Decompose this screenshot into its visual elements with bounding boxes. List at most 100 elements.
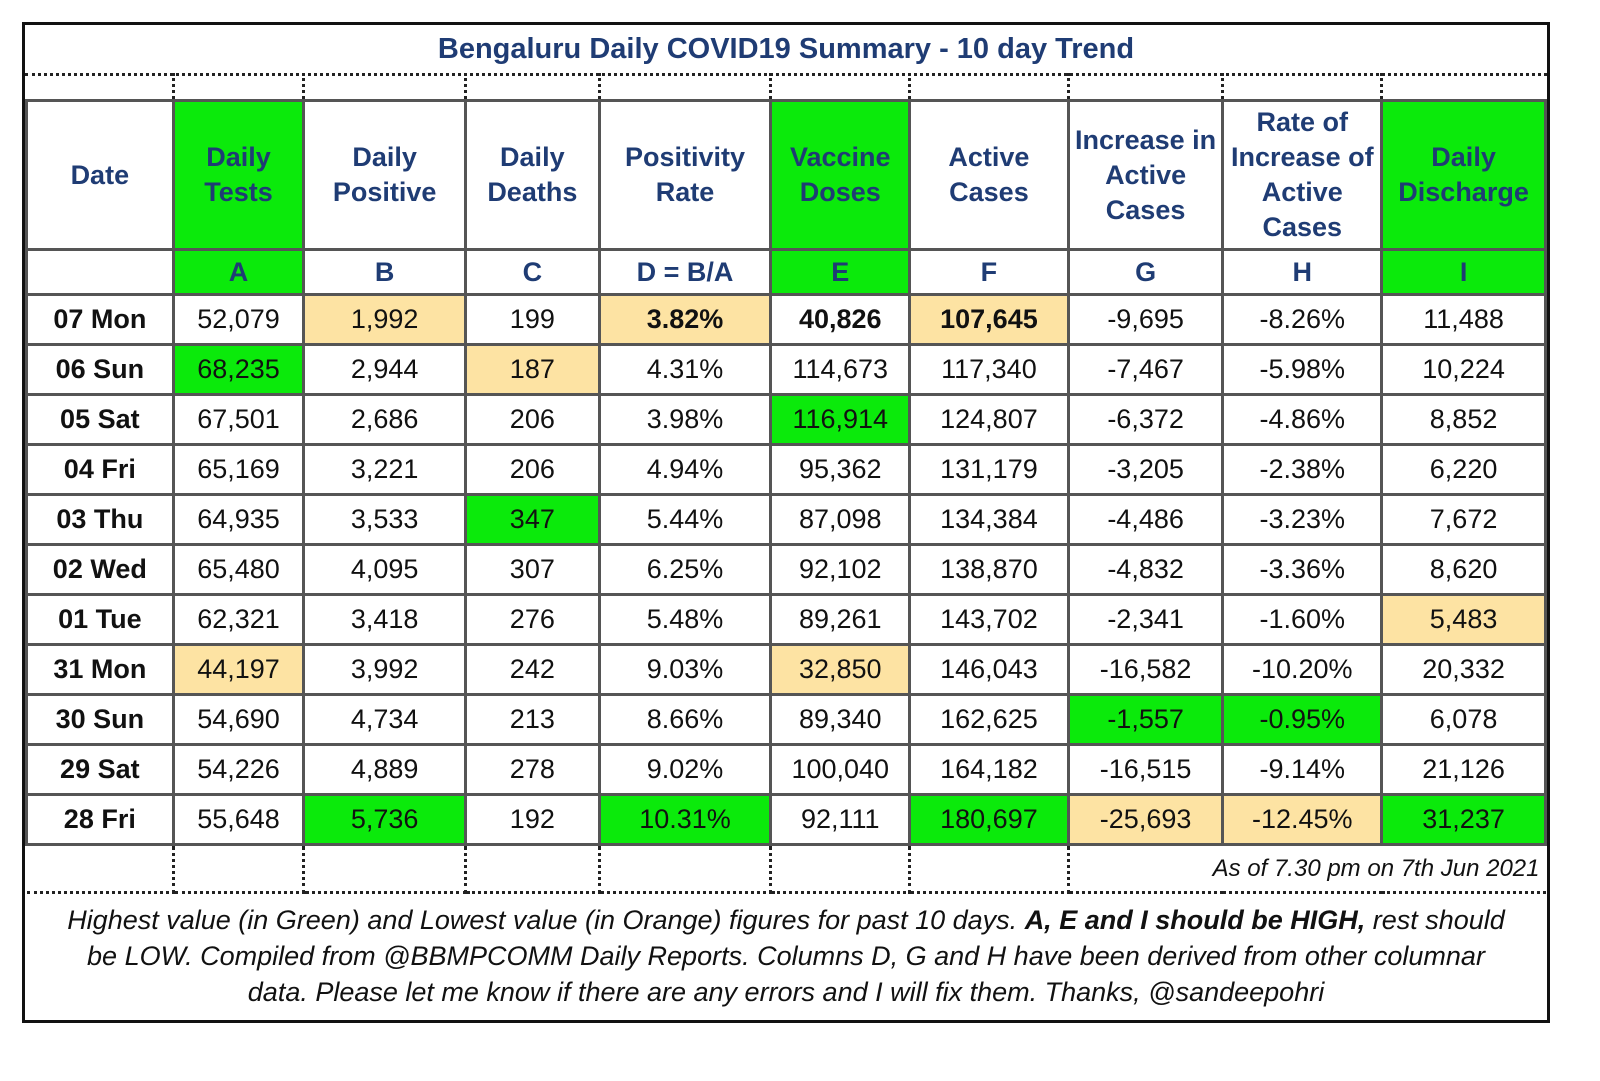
- value-cell: 242: [463, 643, 601, 696]
- value-cell: 54,690: [171, 693, 306, 746]
- value-cell: 10,224: [1380, 343, 1547, 396]
- column-header: Date: [25, 99, 175, 251]
- column-letter: C: [463, 248, 601, 296]
- value-cell: 52,079: [171, 293, 306, 346]
- value-cell: -9.14%: [1221, 743, 1384, 796]
- value-cell: -10.20%: [1221, 643, 1384, 696]
- value-cell: 180,697: [908, 793, 1070, 846]
- value-cell: -2.38%: [1221, 443, 1384, 496]
- value-cell: 192: [463, 793, 601, 846]
- value-cell: 40,826: [769, 293, 912, 346]
- value-cell: 4,095: [302, 543, 467, 596]
- value-cell: 146,043: [908, 643, 1070, 696]
- value-cell: -3.36%: [1221, 543, 1384, 596]
- value-cell: 3.82%: [597, 293, 773, 346]
- value-cell: 5.48%: [597, 593, 773, 646]
- value-cell: 3,533: [302, 493, 467, 546]
- column-letter: A: [171, 248, 306, 296]
- date-cell: 03 Thu: [25, 493, 175, 546]
- value-cell: 6,078: [1380, 693, 1547, 746]
- value-cell: 6.25%: [597, 543, 773, 596]
- column-letter: E: [769, 248, 912, 296]
- table-row: 03 Thu 64,935 3,533 347 5.44% 87,098 134,384 -4…: [25, 493, 1547, 546]
- value-cell: 9.03%: [597, 643, 773, 696]
- value-cell: 206: [463, 393, 601, 446]
- column-letter: G: [1066, 248, 1225, 296]
- value-cell: -8.26%: [1221, 293, 1384, 346]
- value-cell: 2,686: [302, 393, 467, 446]
- table-row: 31 Mon 44,197 3,992 242 9.03% 32,850 146,043 -1…: [25, 643, 1547, 696]
- value-cell: 347: [463, 493, 601, 546]
- value-cell: 11,488: [1380, 293, 1547, 346]
- value-cell: 114,673: [769, 343, 912, 396]
- value-cell: 3,418: [302, 593, 467, 646]
- header-row: Date Daily Tests Daily Positive Daily Death…: [25, 99, 1547, 251]
- value-cell: 65,169: [171, 443, 306, 496]
- spacer-cell: [769, 843, 912, 894]
- column-header: Rate of Increase of Active Cases: [1221, 99, 1384, 251]
- table-row: 07 Mon 52,079 1,992 199 3.82% 40,826 107,645 -9…: [25, 293, 1547, 346]
- spacer-cell: [171, 843, 306, 894]
- spacer-cell: [302, 843, 467, 894]
- value-cell: -0.95%: [1221, 693, 1384, 746]
- value-cell: 89,261: [769, 593, 912, 646]
- value-cell: 95,362: [769, 443, 912, 496]
- value-cell: 143,702: [908, 593, 1070, 646]
- value-cell: 5.44%: [597, 493, 773, 546]
- footnote-emphasis: A, E and I should be HIGH,: [1024, 905, 1366, 935]
- date-cell: 04 Fri: [25, 443, 175, 496]
- date-cell: 06 Sun: [25, 343, 175, 396]
- value-cell: -1,557: [1066, 693, 1225, 746]
- column-header: Active Cases: [908, 99, 1070, 251]
- value-cell: 9.02%: [597, 743, 773, 796]
- spacer-cell: [908, 843, 1070, 894]
- value-cell: -3.23%: [1221, 493, 1384, 546]
- value-cell: -1.60%: [1221, 593, 1384, 646]
- column-header: Increase in Active Cases: [1066, 99, 1225, 251]
- column-header: Daily Positive: [302, 99, 467, 251]
- date-cell: 02 Wed: [25, 543, 175, 596]
- covid-summary-table: Date Daily Tests Daily Positive Daily Death…: [25, 73, 1547, 894]
- spacer-row-top: [26, 73, 1546, 102]
- value-cell: 89,340: [769, 693, 912, 746]
- value-cell: 67,501: [171, 393, 306, 446]
- value-cell: -16,515: [1066, 743, 1225, 796]
- value-cell: -4.86%: [1221, 393, 1384, 446]
- value-cell: 65,480: [171, 543, 306, 596]
- column-header: Daily Tests: [171, 99, 306, 251]
- summary-card: Bengaluru Daily COVID19 Summary - 10 day…: [22, 22, 1550, 1023]
- footnote-text-2: rest should be LOW. Compiled from @BBMPC…: [87, 905, 1505, 1007]
- value-cell: -4,832: [1066, 543, 1225, 596]
- value-cell: 134,384: [908, 493, 1070, 546]
- value-cell: 100,040: [769, 743, 912, 796]
- spacer-cell: [26, 73, 175, 102]
- value-cell: 206: [463, 443, 601, 496]
- value-cell: 116,914: [769, 393, 912, 446]
- value-cell: 2,944: [302, 343, 467, 396]
- spacer-cell: [769, 73, 912, 102]
- value-cell: 3.98%: [597, 393, 773, 446]
- table-row: 06 Sun 68,235 2,944 187 4.31% 114,673 117,340-…: [25, 343, 1547, 396]
- value-cell: 307: [463, 543, 601, 596]
- value-cell: -25,693: [1066, 793, 1225, 846]
- spacer-cell: [171, 73, 306, 102]
- table-row: 05 Sat 67,501 2,686 206 3.98% 116,914 124,807-…: [25, 393, 1547, 446]
- value-cell: 4,734: [302, 693, 467, 746]
- spacer-cell: [463, 73, 601, 102]
- value-cell: -12.45%: [1221, 793, 1384, 846]
- value-cell: 7,672: [1380, 493, 1547, 546]
- value-cell: 278: [463, 743, 601, 796]
- value-cell: 8.66%: [597, 693, 773, 746]
- column-header: Daily Deaths: [463, 99, 601, 251]
- spacer-cell: [597, 843, 773, 894]
- value-cell: 64,935: [171, 493, 306, 546]
- value-cell: -2,341: [1066, 593, 1225, 646]
- value-cell: 4.94%: [597, 443, 773, 496]
- value-cell: 87,098: [769, 493, 912, 546]
- value-cell: 5,736: [302, 793, 467, 846]
- value-cell: 21,126: [1380, 743, 1547, 796]
- value-cell: 117,340: [908, 343, 1070, 396]
- value-cell: 20,332: [1380, 643, 1547, 696]
- column-header: Vaccine Doses: [769, 99, 912, 251]
- spacer-cell: [597, 73, 773, 102]
